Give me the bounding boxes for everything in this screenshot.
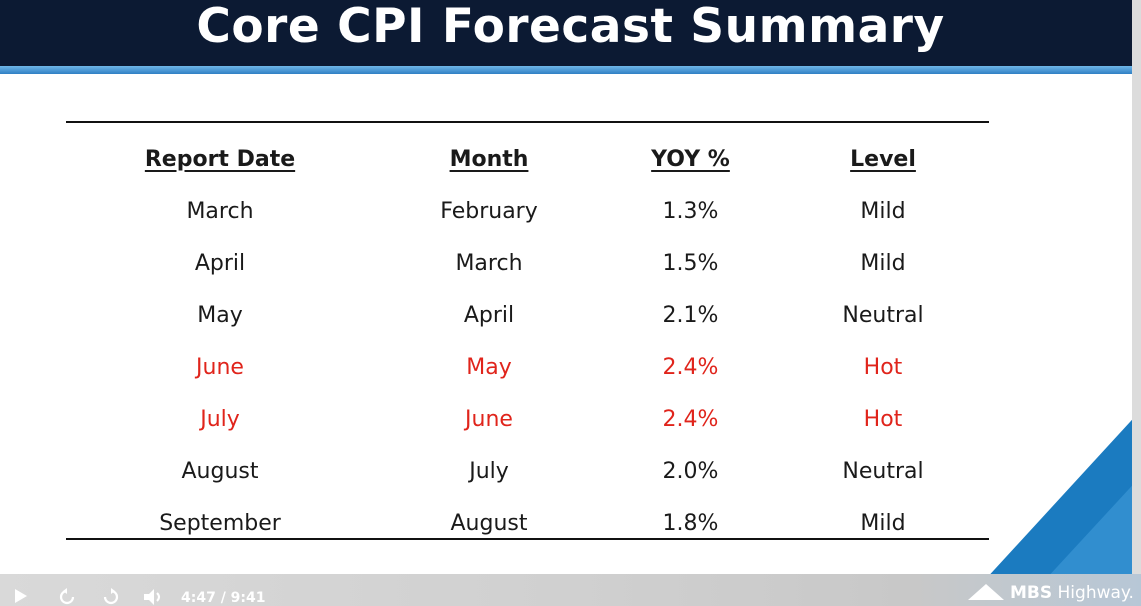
table-row: April March 1.5% Mild [66, 237, 989, 289]
header-yoy: YOY % [651, 146, 730, 172]
table-bottom-rule [66, 538, 989, 540]
cell-report-date: August [181, 458, 259, 484]
cell-yoy: 1.3% [662, 198, 719, 224]
play-icon[interactable] [14, 588, 28, 604]
header-level: Level [850, 146, 916, 172]
table-row-hot: July June 2.4% Hot [66, 393, 989, 445]
cell-level: Mild [860, 510, 906, 536]
volume-icon[interactable] [143, 588, 165, 606]
header-report-date: Report Date [144, 146, 296, 172]
cell-report-date: April [194, 250, 246, 276]
mbs-logo-icon [968, 584, 1004, 600]
brand-rest: Highway. [1052, 583, 1134, 603]
cell-month: April [463, 302, 515, 328]
cell-month: March [455, 250, 523, 276]
table-row: August July 2.0% Neutral [66, 445, 989, 497]
table-header-row: Report Date Month YOY % Level [66, 133, 989, 185]
cell-yoy: 2.4% [662, 354, 719, 380]
cell-yoy: 1.5% [662, 250, 719, 276]
window-edge [1132, 0, 1141, 606]
cell-yoy: 1.8% [662, 510, 719, 536]
table-top-rule [66, 121, 989, 123]
cpi-forecast-table: Report Date Month YOY % Level March Febr… [66, 133, 989, 549]
cell-yoy: 2.1% [662, 302, 719, 328]
cell-report-date: May [197, 302, 243, 328]
cell-yoy: 2.4% [662, 406, 719, 432]
cell-month: July [469, 458, 509, 484]
forward-icon[interactable] [102, 588, 120, 606]
cell-yoy: 2.0% [662, 458, 719, 484]
playback-time: 4:47 / 9:41 [181, 590, 266, 606]
brand-bold: MBS [1010, 583, 1053, 603]
cell-month: June [465, 406, 513, 432]
cell-level: Neutral [842, 458, 924, 484]
slide-title: Core CPI Forecast Summary [196, 0, 945, 54]
title-stripe [0, 66, 1141, 74]
header-month: Month [449, 146, 529, 172]
cell-month: February [440, 198, 538, 224]
cell-report-date: July [200, 406, 240, 432]
table-row: September August 1.8% Mild [66, 497, 989, 549]
title-bar: Core CPI Forecast Summary [0, 0, 1141, 66]
cell-report-date: June [196, 354, 244, 380]
cell-report-date: March [186, 198, 254, 224]
brand-logo-text: MBS Highway. [1010, 583, 1134, 603]
table-row-hot: June May 2.4% Hot [66, 341, 989, 393]
cell-level: Neutral [842, 302, 924, 328]
table-row: March February 1.3% Mild [66, 185, 989, 237]
cell-level: Mild [860, 250, 906, 276]
video-controls: 4:47 / 9:41 MBS Highway. [0, 574, 1141, 606]
cell-level: Hot [863, 406, 903, 432]
cell-report-date: September [159, 510, 281, 536]
table-row: May April 2.1% Neutral [66, 289, 989, 341]
cell-month: August [450, 510, 528, 536]
cell-month: May [466, 354, 512, 380]
cell-level: Mild [860, 198, 906, 224]
cell-level: Hot [863, 354, 903, 380]
replay-icon[interactable] [58, 588, 76, 606]
